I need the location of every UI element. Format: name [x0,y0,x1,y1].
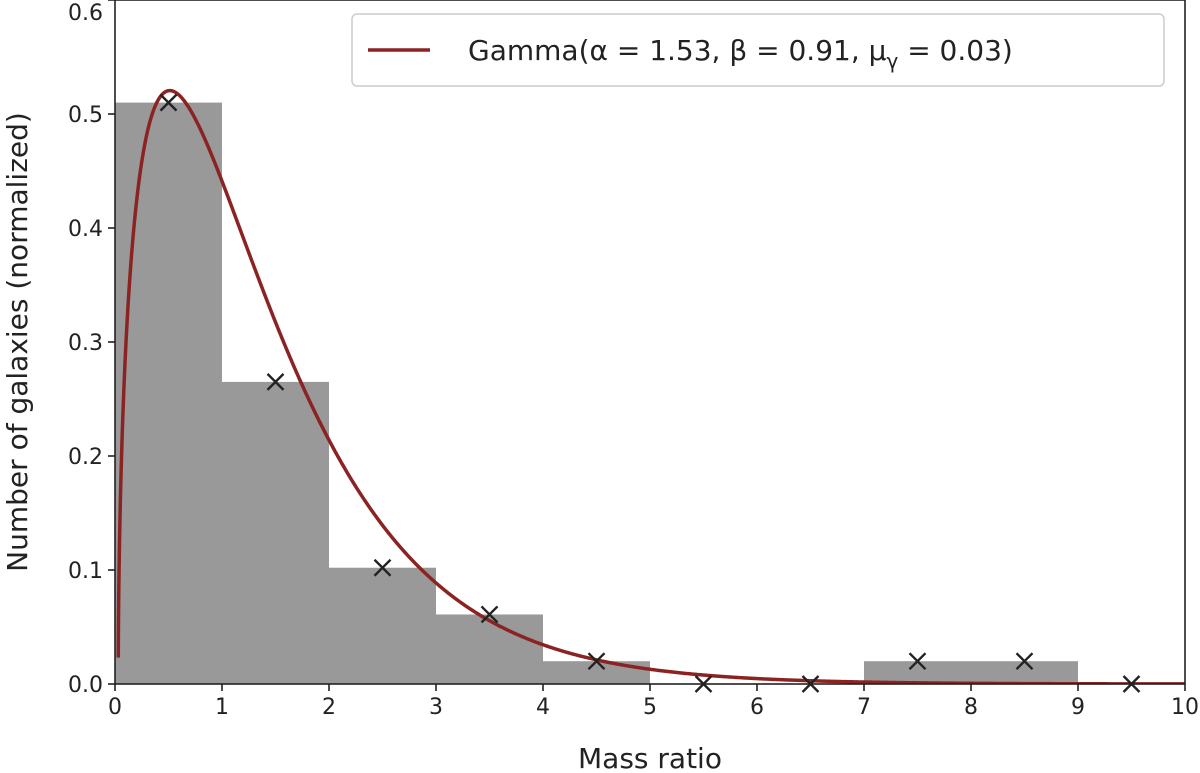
y-axis-label: Number of galaxies (normalized) [1,112,34,572]
y-tick-label: 0.0 [68,673,103,698]
x-tick-label: 10 [1171,695,1199,720]
y-axis-ticks: 0.0 0.1 0.2 0.3 0.4 0.5 0.6 [68,0,115,698]
legend: Gamma(α = 1.53, β = 0.91, μγ = 0.03) [351,13,1165,87]
y-tick-label: 0.4 [68,217,103,242]
x-axis-ticks: 0 1 2 3 4 5 6 7 8 9 10 [108,684,1199,720]
data-marker [1015,652,1034,671]
y-tick-label: 0.2 [68,445,103,470]
gamma-fit-curve [116,88,1185,684]
x-tick-label: 5 [643,695,657,720]
x-axis-label: Mass ratio [578,742,722,773]
data-marker [373,558,392,577]
y-tick-label: 0.1 [68,559,103,584]
legend-label-subscript: γ [886,49,898,73]
y-tick-label: 0.3 [68,331,103,356]
x-tick-label: 6 [750,695,764,720]
x-tick-label: 8 [964,695,978,720]
legend-box [351,13,1165,87]
x-tick-label: 0 [108,695,122,720]
data-marker [266,373,285,391]
histogram-bar [864,661,971,684]
legend-entry-label: Gamma(α = 1.53, β = 0.91, μγ = 0.03) [468,34,1013,73]
histogram-bar [543,661,650,684]
y-tick-label: 0.6 [68,1,103,26]
x-tick-label: 3 [429,695,443,720]
histogram-bar [329,567,436,684]
data-markers [159,93,1141,693]
histogram-bars [115,102,1078,685]
data-marker [908,652,927,671]
data-marker [159,93,178,112]
y-tick-label: 0.5 [68,103,103,128]
x-tick-label: 1 [215,695,229,720]
data-marker [587,652,606,671]
data-marker [480,605,499,624]
legend-label-suffix: = 0.03) [898,34,1013,67]
x-tick-label: 4 [536,695,550,720]
x-tick-label: 9 [1071,695,1085,720]
histogram-bar [971,661,1078,684]
legend-label-main: Gamma(α = 1.53, β = 0.91, μ [468,34,887,67]
histogram-bar [436,614,543,684]
x-tick-label: 7 [857,695,871,720]
histogram-bar [115,102,222,685]
histogram-bar [222,381,329,684]
x-tick-label: 2 [322,695,336,720]
